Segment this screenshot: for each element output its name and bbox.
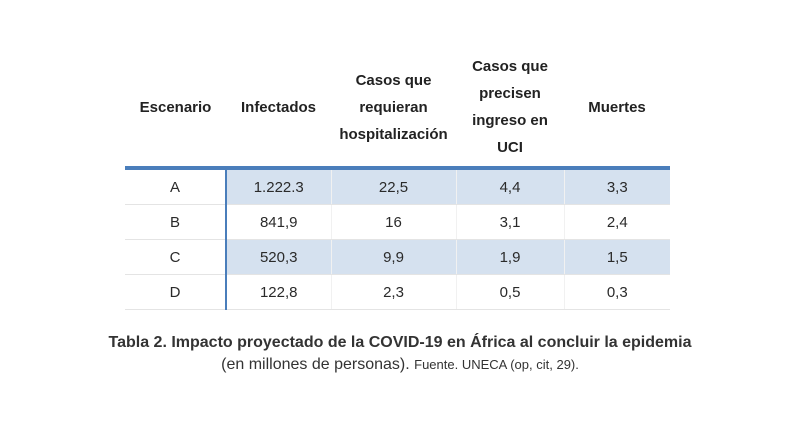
cell-hospitalizacion: 16 xyxy=(330,204,456,240)
caption-title: Tabla 2. Impacto proyectado de la COVID-… xyxy=(108,334,692,351)
table-caption: Tabla 2. Impacto proyectado de la COVID-… xyxy=(0,332,800,376)
table-row: B 841,9 16 3,1 2,4 xyxy=(125,204,670,240)
cell-hospitalizacion: 2,3 xyxy=(330,274,456,310)
cell-uci: 4,4 xyxy=(455,168,564,205)
header-muertes: Muertes xyxy=(564,48,670,170)
cell-infectados: 841,9 xyxy=(226,204,331,240)
caption-subtitle-line: (en millones de personas). Fuente. UNECA… xyxy=(0,354,800,376)
cell-infectados: 1.222.3 xyxy=(226,168,331,205)
cell-muertes: 3,3 xyxy=(563,168,670,205)
cell-escenario: C xyxy=(125,239,227,275)
cell-hospitalizacion: 9,9 xyxy=(330,239,456,275)
caption-subtitle: (en millones de personas). xyxy=(221,356,410,373)
header-hospitalizacion: Casos que requieran hospitalización xyxy=(331,48,456,170)
caption-source: Fuente. UNECA (op, cit, 29). xyxy=(414,357,579,372)
cell-infectados: 122,8 xyxy=(226,274,331,310)
data-table-container: Escenario Infectados Casos que requieran… xyxy=(125,48,670,310)
table-row: A 1.222.3 22,5 4,4 3,3 xyxy=(125,168,670,205)
header-escenario: Escenario xyxy=(125,48,226,170)
cell-escenario: B xyxy=(125,204,227,240)
cell-uci: 3,1 xyxy=(455,204,564,240)
cell-infectados: 520,3 xyxy=(226,239,331,275)
cell-escenario: A xyxy=(125,168,227,205)
cell-hospitalizacion: 22,5 xyxy=(330,168,456,205)
cell-muertes: 2,4 xyxy=(563,204,670,240)
cell-muertes: 1,5 xyxy=(563,239,670,275)
cell-uci: 0,5 xyxy=(455,274,564,310)
table-header-row: Escenario Infectados Casos que requieran… xyxy=(125,48,670,170)
table-row: C 520,3 9,9 1,9 1,5 xyxy=(125,239,670,275)
cell-escenario: D xyxy=(125,274,227,310)
impact-table: Escenario Infectados Casos que requieran… xyxy=(125,48,670,310)
header-infectados: Infectados xyxy=(226,48,331,170)
cell-muertes: 0,3 xyxy=(563,274,670,310)
table-row: D 122,8 2,3 0,5 0,3 xyxy=(125,274,670,310)
header-uci: Casos que precisen ingreso en UCI xyxy=(456,48,564,170)
cell-uci: 1,9 xyxy=(455,239,564,275)
